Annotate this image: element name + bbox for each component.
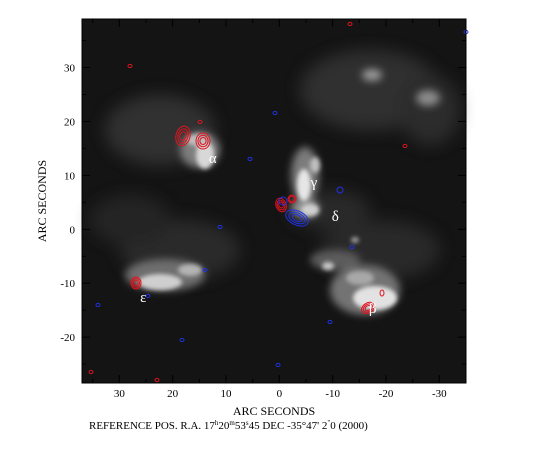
red-contour: [275, 197, 287, 213]
contour-layer: [88, 21, 469, 383]
blue-contour-speck: [217, 224, 223, 230]
blue-contour-speck: [95, 302, 101, 308]
blue-contour-speck: [327, 319, 333, 325]
y-tick-label: 20: [64, 116, 76, 128]
red-contour: [364, 304, 372, 312]
blue-contour: [336, 186, 344, 194]
red-contour: [288, 195, 296, 203]
red-contour: [195, 132, 211, 150]
blue-contour-speck: [179, 337, 185, 343]
blue-contour-speck: [275, 362, 281, 368]
blue-contour-speck: [145, 293, 151, 299]
red-contour-speck: [197, 119, 203, 125]
red-contour: [379, 289, 385, 297]
source-label: δ: [332, 209, 339, 225]
blue-contour: [285, 209, 309, 227]
y-axis-title: ARC SECONDS: [35, 160, 49, 242]
x-tick-label: -20: [379, 388, 394, 400]
x-axis: 30 20 10 0 -10 -20 -30: [92, 19, 467, 400]
red-contour: [199, 136, 207, 146]
red-contour-speck: [402, 143, 408, 149]
blue-contour-speck: [349, 244, 355, 250]
red-contour: [130, 276, 142, 290]
y-axis: 30 20 10 0 -10 -20: [60, 40, 466, 365]
diffuse-emission: [90, 50, 460, 315]
x-tick-label: 30: [114, 388, 126, 400]
x-tick-label: 10: [221, 388, 233, 400]
reference-position-caption: REFERENCE POS. R.A. 17h20m53s45 DEC -35°…: [89, 419, 368, 432]
blue-contour: [288, 211, 306, 225]
y-tick-label: 0: [70, 224, 76, 236]
blue-contour: [278, 196, 288, 206]
red-contour: [197, 134, 209, 148]
y-tick-label: -10: [60, 278, 75, 290]
red-contour: [133, 279, 139, 287]
blue-contour-speck: [202, 267, 208, 273]
x-axis-title: ARC SECONDS: [233, 404, 315, 418]
blue-contour: [291, 213, 303, 223]
red-contour-speck: [88, 369, 94, 375]
source-label: β: [369, 301, 377, 317]
red-contour: [179, 131, 187, 141]
plot-frame: [81, 18, 467, 384]
red-contour: [361, 301, 375, 315]
red-contour-speck: [154, 377, 160, 383]
red-contour: [177, 128, 189, 144]
y-tick-label: 30: [64, 63, 76, 75]
source-label: α: [209, 151, 217, 167]
red-contour: [131, 278, 141, 288]
x-tick-label: 20: [167, 388, 179, 400]
red-contour: [362, 303, 374, 313]
y-tick-label: 10: [64, 170, 76, 182]
red-contour: [278, 201, 284, 209]
x-tick-label: 0: [277, 388, 283, 400]
x-tick-label: -30: [432, 388, 447, 400]
y-tick-label: -20: [60, 332, 75, 344]
blue-contour-speck: [272, 110, 278, 116]
red-contour-speck: [347, 21, 353, 27]
red-contour-speck: [127, 63, 133, 69]
red-contour: [287, 194, 297, 204]
x-tick-label: -10: [325, 388, 340, 400]
source-label: γ: [310, 175, 318, 191]
blue-contour-speck: [247, 156, 253, 162]
red-contour: [175, 125, 191, 147]
source-labels: α β γ δ ε: [140, 151, 376, 317]
source-label: ε: [140, 290, 146, 306]
